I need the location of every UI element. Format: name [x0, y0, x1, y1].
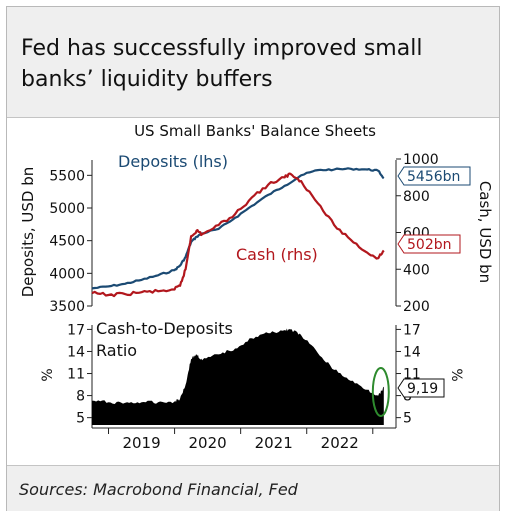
right-tick-label: 200: [403, 299, 430, 315]
left-tick-label: 5000: [49, 201, 85, 217]
ratio-left-tick-label: 8: [76, 389, 85, 405]
ratio-end-label-box: [397, 378, 445, 398]
left-tick-label: 5500: [49, 168, 85, 184]
x-tick-label: 2020: [189, 434, 227, 452]
series-line-deposits: [91, 167, 385, 290]
cash-end-label-box: [397, 234, 461, 254]
ratio-area: [92, 328, 384, 425]
header-panel: Fed has successfully improved small bank…: [7, 7, 499, 118]
deposits-legend-label: Deposits (lhs): [118, 152, 228, 171]
title-line-1: Fed has successfully improved small: [21, 36, 423, 61]
left-tick-label: 4500: [49, 234, 85, 250]
series-line-cash: [91, 172, 385, 298]
ratio-right-tick-label: 5: [403, 411, 412, 427]
ratio-title-line2: Ratio: [96, 341, 137, 360]
ratio-left-tick-label: 11: [67, 367, 85, 383]
cash-legend-label: Cash (rhs): [236, 245, 318, 264]
ratio-right-tick-label: 14: [403, 344, 421, 360]
x-tick-label: 2022: [321, 434, 359, 452]
page-title: Fed has successfully improved small bank…: [21, 33, 491, 95]
deposits-end-label-box: [397, 166, 471, 186]
ratio-left-tick-label: 5: [76, 411, 85, 427]
ratio-left-tick-label: 14: [67, 344, 85, 360]
ratio-left-tick-label: 17: [67, 322, 85, 338]
x-tick-label: 2021: [255, 434, 293, 452]
footer-panel: Sources: Macrobond Financial, Fed: [7, 465, 499, 511]
chart-card: Fed has successfully improved small bank…: [6, 6, 500, 511]
ratio-right-tick-label: 17: [403, 322, 421, 338]
highlight-ellipse: [371, 367, 390, 417]
x-tick-label: 2019: [122, 434, 160, 452]
title-line-2: banks’ liquidity buffers: [21, 67, 273, 92]
ratio-end-label: 9,19: [407, 381, 438, 397]
left-tick-label: 3500: [49, 299, 85, 315]
right-tick-label: 800: [403, 189, 430, 205]
source-note: Sources: Macrobond Financial, Fed: [19, 480, 298, 499]
left-axis-title: Deposits, USD bn: [19, 167, 37, 298]
top-chart-title: US Small Banks' Balance Sheets: [134, 122, 376, 140]
right-axis-title: Cash, USD bn: [476, 181, 494, 283]
ratio-title-line1: Cash-to-Deposits: [96, 319, 233, 338]
left-tick-label: 4000: [49, 266, 85, 282]
ratio-left-axis-title: %: [40, 368, 56, 381]
right-tick-label: 1000: [403, 152, 439, 168]
cash-end-label: 502bn: [407, 237, 451, 253]
ratio-right-axis-title: %: [448, 368, 464, 381]
right-tick-label: 400: [403, 262, 430, 278]
deposits-end-label: 5456bn: [407, 169, 460, 185]
